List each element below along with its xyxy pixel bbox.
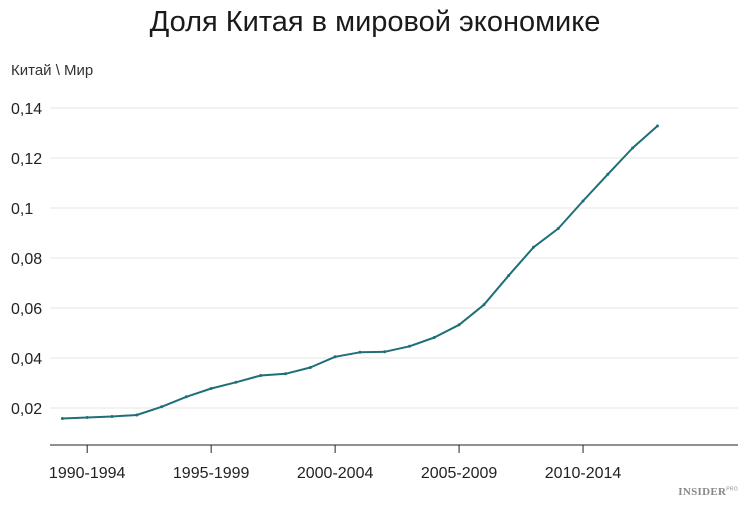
data-point — [308, 366, 312, 369]
data-point — [531, 245, 535, 249]
y-tick-label: 0,08 — [11, 251, 42, 268]
data-point — [284, 372, 288, 376]
data-point — [358, 350, 362, 354]
y-tick-label: 0,04 — [11, 351, 42, 368]
y-axis-ticks: 0,02 0,04 0,06 0,08 0,1 0,12 0,14 — [11, 101, 42, 418]
y-tick-label: 0,14 — [11, 101, 42, 118]
data-point — [160, 405, 164, 409]
data-point — [234, 380, 238, 384]
series-line — [62, 125, 659, 420]
grid-lines — [50, 107, 738, 409]
data-point — [482, 303, 486, 307]
series-group — [60, 124, 659, 420]
y-tick-label: 0,1 — [11, 201, 33, 218]
data-point — [209, 387, 213, 390]
y-tick-label: 0,12 — [11, 151, 42, 168]
data-point — [556, 227, 560, 230]
data-point — [333, 355, 337, 359]
y-tick-label: 0,06 — [11, 301, 42, 318]
x-axis-ticks: 1990-1994 1995-1999 2000-2004 2005-2009 2010… — [49, 445, 621, 482]
data-point — [507, 274, 511, 277]
data-point — [581, 199, 585, 203]
x-tick-label: 2010-2014 — [545, 465, 622, 482]
data-point — [85, 416, 89, 419]
data-point — [259, 374, 263, 377]
y-tick-label: 0,02 — [11, 401, 42, 418]
data-point — [184, 395, 188, 399]
x-tick-label: 2000-2004 — [297, 465, 374, 482]
data-point — [383, 350, 387, 354]
chart-title: Доля Китая в мировой экономике — [149, 6, 601, 38]
data-point — [135, 413, 139, 417]
y-axis-label: Китай \ Мир — [11, 62, 94, 79]
data-point — [432, 336, 436, 339]
data-point — [655, 124, 659, 128]
x-tick-label: 1995-1999 — [173, 465, 250, 482]
data-point — [457, 323, 461, 327]
data-point — [110, 415, 114, 418]
data-point — [606, 172, 610, 176]
brand-logo: INSIDERPRO — [678, 486, 738, 498]
x-tick-label: 1990-1994 — [49, 465, 126, 482]
data-point — [631, 146, 635, 150]
data-point — [407, 344, 411, 348]
x-tick-label: 2005-2009 — [421, 465, 498, 482]
data-point — [60, 417, 64, 420]
